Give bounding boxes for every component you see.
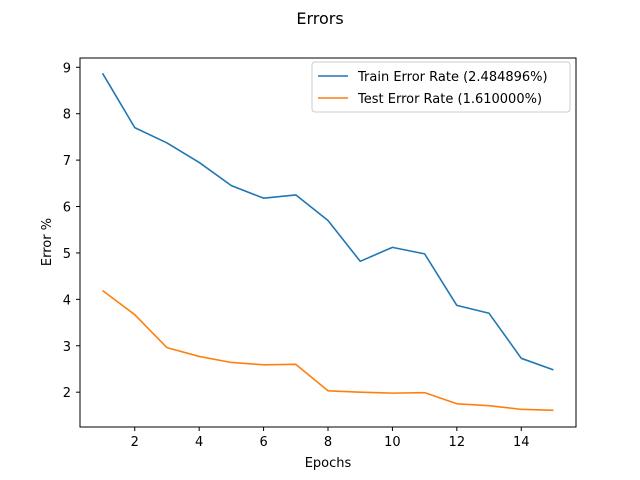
legend-label-test: Test Error Rate (1.610000%) [357,92,542,107]
legend: Train Error Rate (2.484896%) Test Error … [311,61,571,113]
x-tick-label: 4 [195,435,203,450]
y-axis-label: Error % [40,218,55,266]
series-lines [101,72,554,412]
y-tick-label: 8 [63,108,71,123]
x-tick-label: 12 [449,435,466,450]
x-tick-label: 10 [384,435,401,450]
x-tick-label: 6 [259,435,267,450]
plot-area [79,57,577,428]
y-axis: 2 3 4 5 6 7 8 9 [63,61,80,401]
y-tick-label: 6 [63,201,71,216]
x-axis-label: Epochs [305,456,352,471]
y-tick-label: 4 [63,293,71,308]
x-axis: 2 4 6 8 10 12 14 [131,427,530,450]
x-tick-label: 2 [131,435,139,450]
series-line-train [101,72,554,371]
legend-box [311,61,571,113]
series-line-test [102,289,554,412]
y-tick-label: 2 [63,386,71,401]
x-tick-label: 14 [513,435,530,450]
y-tick-label: 3 [63,340,71,355]
legend-label-train: Train Error Rate (2.484896%) [357,70,548,85]
x-tick-label: 8 [324,435,332,450]
chart-title: Errors [296,9,343,28]
y-tick-label: 5 [63,247,71,262]
y-tick-label: 7 [63,154,71,169]
y-tick-label: 9 [63,61,71,76]
